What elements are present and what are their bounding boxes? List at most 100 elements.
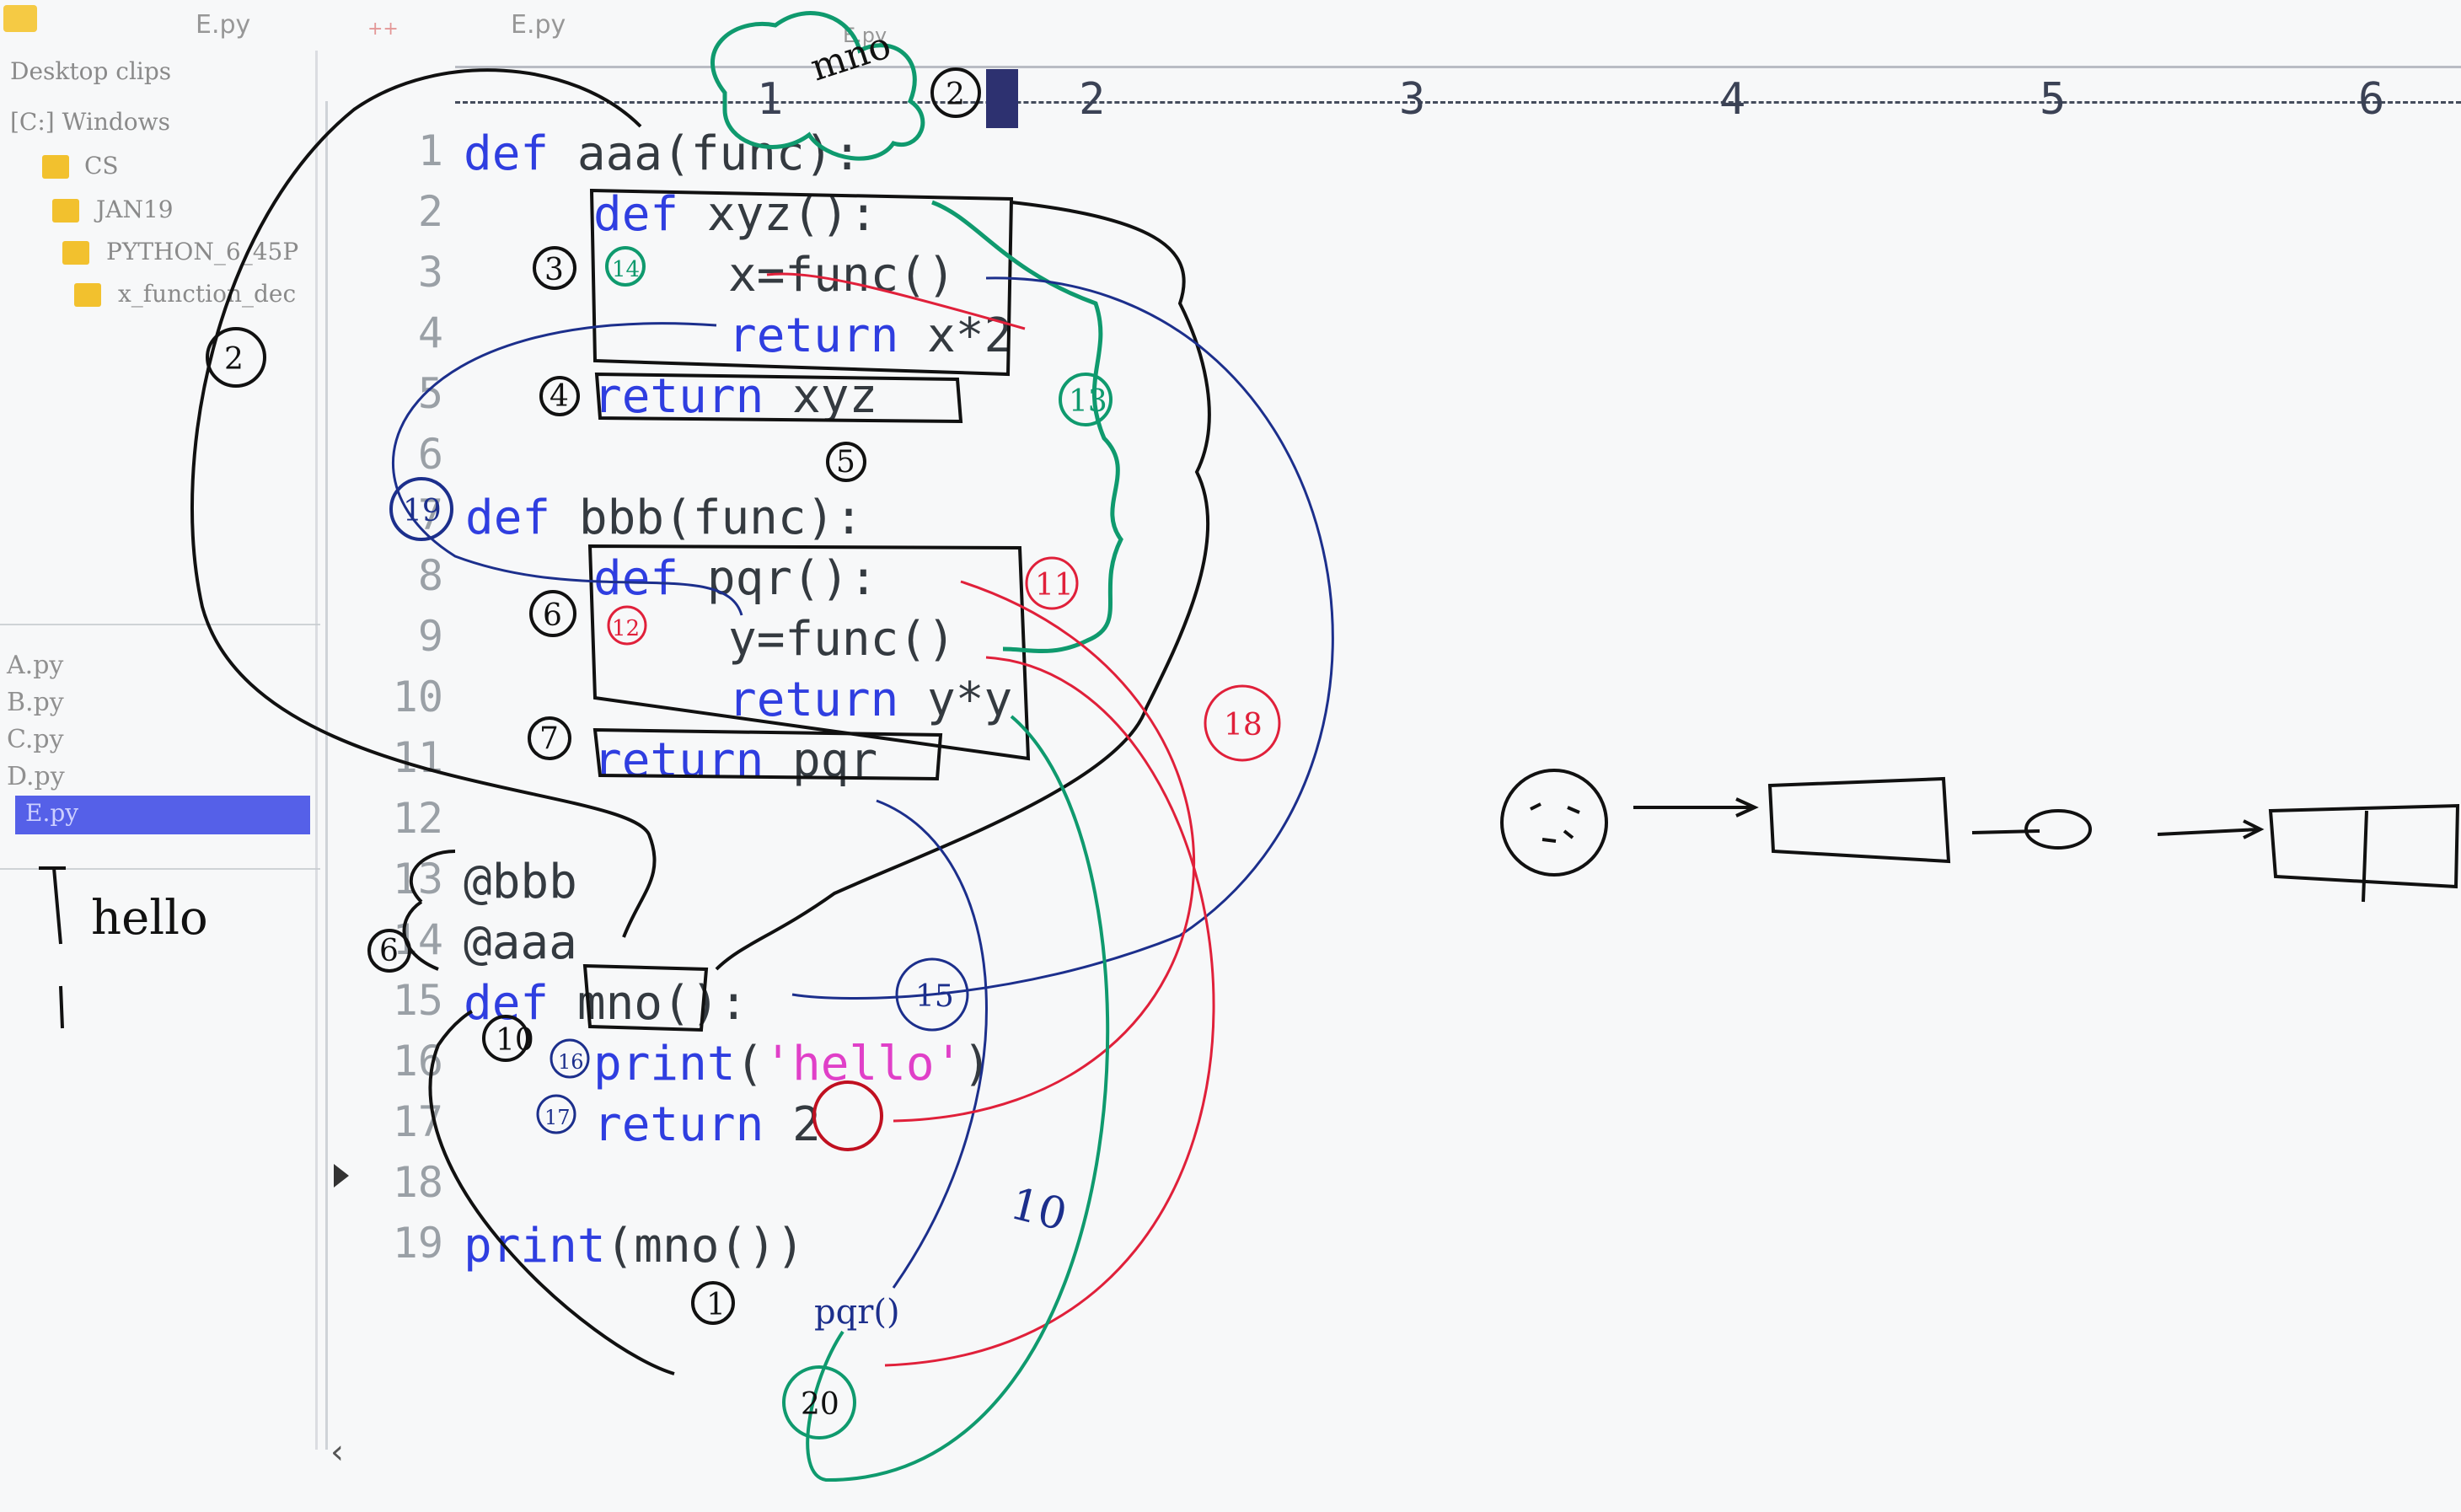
code-text: y=func(): [728, 612, 956, 667]
step-marker: 2: [206, 327, 266, 388]
line-number: 18: [392, 1158, 443, 1207]
step-marker: 11: [1025, 556, 1079, 610]
scope-boxes: [582, 188, 1031, 1032]
step-marker: 17: [536, 1094, 576, 1134]
tree-item-function-dec[interactable]: x_function_dec: [118, 280, 297, 308]
sidebar-divider: [0, 624, 320, 625]
svg-text:1: 1: [706, 1288, 726, 1322]
object-dots: [1530, 802, 1580, 843]
box-node: [1767, 776, 1951, 864]
ruler-line: [455, 101, 2461, 106]
code-line-15[interactable]: def mno():: [464, 976, 748, 1031]
ruler-cursor-marker: [986, 69, 1018, 128]
pqr-call-label: pqr(): [814, 1293, 900, 1332]
tab-file-2[interactable]: E.py: [511, 10, 566, 40]
code-line-19[interactable]: print(mno()): [464, 1219, 805, 1273]
step-marker: 1: [691, 1281, 735, 1325]
code-text: x=func(): [728, 248, 956, 303]
code-line-9[interactable]: y=func(): [728, 612, 956, 667]
keyword: print: [464, 1219, 606, 1273]
step-marker: 14: [605, 246, 646, 287]
code-line-8[interactable]: def pqr():: [593, 551, 877, 606]
tree-item-jan19[interactable]: JAN19: [96, 196, 174, 223]
step-marker: 3: [533, 246, 576, 290]
ruler-number: 5: [2040, 74, 2067, 125]
step-marker: 18: [1204, 684, 1281, 762]
line-number: 9: [417, 612, 443, 661]
code-line-7[interactable]: def bbb(func):: [465, 491, 863, 545]
line-number: 15: [392, 976, 443, 1025]
folder-icon: [52, 199, 79, 223]
code-text: bbb(func):: [550, 491, 864, 545]
tree-item-cs[interactable]: CS: [84, 152, 119, 180]
svg-text:19: 19: [403, 494, 442, 528]
file-item-selected[interactable]: E.py: [15, 796, 310, 834]
svg-text:14: 14: [612, 257, 640, 282]
ruler-number: 3: [1399, 74, 1426, 125]
folder-icon: [62, 241, 89, 265]
top-tab-strip: E.py ++ E.py E.py: [0, 0, 2461, 59]
svg-text:16: 16: [558, 1050, 584, 1074]
tab-modified-indicator: ++: [367, 19, 399, 40]
keyword: return: [593, 369, 764, 424]
code-line-1[interactable]: def aaa(func):: [464, 126, 861, 181]
keyword: return: [728, 308, 899, 363]
object-circle: [1500, 769, 1608, 877]
code-line-13[interactable]: @bbb: [464, 855, 577, 909]
red-flow-lines: [766, 272, 1215, 1367]
code-line-14[interactable]: @aaa: [464, 915, 577, 970]
ruler-number: 2: [1079, 74, 1106, 125]
keyword: print: [593, 1037, 736, 1091]
tree-item-python[interactable]: PYTHON_6_45P: [106, 238, 299, 265]
keyword: return: [728, 673, 899, 727]
svg-text:4: 4: [550, 379, 569, 414]
step-marker: 16: [550, 1038, 590, 1079]
tab-file[interactable]: E.py: [196, 10, 251, 40]
svg-text:3: 3: [544, 253, 564, 287]
step-marker: 15: [895, 957, 969, 1032]
line-number: 6: [417, 430, 443, 479]
arrow-icon: [2157, 819, 2265, 839]
code-text: x*2: [898, 308, 1013, 363]
circle-return-value: [812, 1080, 883, 1151]
ellipse-node: [2024, 809, 2092, 850]
keyword: def: [465, 491, 551, 545]
file-item-c[interactable]: C.py: [7, 725, 64, 754]
mno-label: mno: [806, 24, 897, 89]
keyword: def: [464, 126, 550, 181]
step-marker: 2: [930, 67, 981, 118]
decorator: @bbb: [464, 855, 577, 909]
svg-text:15: 15: [915, 979, 954, 1014]
file-item-d[interactable]: D.py: [7, 762, 65, 791]
current-line-marker: [334, 1164, 349, 1188]
svg-text:6: 6: [543, 598, 562, 633]
green-return-line: [806, 715, 1110, 1483]
code-line-16[interactable]: print('hello'): [593, 1037, 991, 1091]
step-markers: 2 2 3 4 5 6 7 6 10 1 11 12 13 14 15 16 1…: [206, 67, 1281, 1440]
scroll-left-icon[interactable]: ‹: [330, 1433, 344, 1472]
file-item-b[interactable]: B.py: [7, 688, 64, 717]
code-line-3[interactable]: x=func(): [728, 248, 956, 303]
code-line-4[interactable]: return x*2: [728, 308, 1012, 363]
code-line-17[interactable]: return 2: [593, 1097, 821, 1152]
svg-text:6: 6: [379, 934, 399, 968]
arrow-icon: [1971, 829, 2040, 834]
svg-text:18: 18: [1224, 708, 1263, 743]
step-marker: 6: [529, 590, 576, 637]
file-item-a[interactable]: A.py: [7, 651, 64, 680]
code-text: y*y: [898, 673, 1013, 727]
code-line-10[interactable]: return y*y: [728, 673, 1012, 727]
step-marker: 7: [528, 716, 571, 760]
folder-icon: [42, 155, 69, 179]
ruler-number: 1: [757, 74, 784, 125]
line-number: 3: [417, 248, 443, 297]
svg-text:2: 2: [946, 78, 965, 112]
svg-text:17: 17: [544, 1106, 571, 1129]
memory-diagram: [1500, 769, 2460, 903]
keyword: return: [593, 1097, 764, 1152]
drive-label[interactable]: [C:] Windows: [10, 108, 170, 136]
code-text: (mno()): [605, 1219, 805, 1273]
step-marker: 19: [389, 477, 453, 541]
column-ruler: 1 2 3 4 5 6: [455, 66, 2461, 128]
